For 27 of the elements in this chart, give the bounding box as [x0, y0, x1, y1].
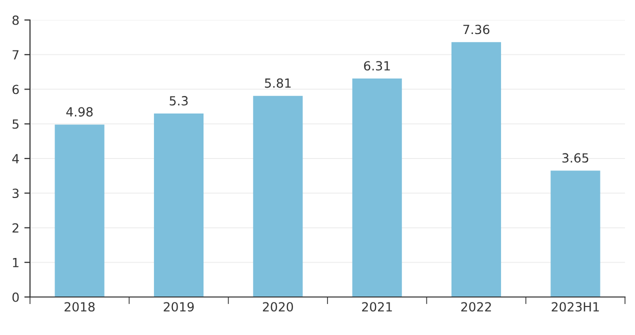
- x-tick-label: 2019: [164, 302, 194, 312]
- y-tick-label: 3: [12, 188, 19, 198]
- x-tick-label: 2018: [64, 302, 95, 312]
- bar: [54, 124, 104, 297]
- y-tick-label: 0: [12, 292, 19, 302]
- data-label: 6.31: [364, 61, 390, 71]
- bar: [550, 170, 600, 297]
- x-tick-label: 2021: [362, 302, 392, 312]
- x-tick-label: 2023H1: [552, 302, 599, 312]
- x-tick-label: 2022: [461, 302, 491, 312]
- y-tick-label: 4: [12, 154, 19, 164]
- y-tick-label: 2: [12, 223, 18, 232]
- data-label: 3.65: [562, 153, 588, 163]
- data-label: 5.3: [170, 96, 188, 106]
- data-label: 7.36: [463, 24, 490, 34]
- bar: [253, 96, 303, 297]
- y-tick-label: 8: [12, 15, 19, 25]
- y-tick-label: 6: [12, 84, 19, 94]
- y-tick-label: 5: [12, 120, 18, 129]
- bar: [154, 113, 204, 297]
- y-tick-label: 1: [13, 258, 18, 268]
- bar: [352, 78, 402, 297]
- data-label: 5.81: [264, 78, 291, 88]
- y-tick-label: 7: [12, 50, 19, 60]
- bar: [451, 42, 502, 297]
- x-tick-label: 2020: [262, 302, 293, 312]
- data-label: 4.98: [66, 107, 93, 117]
